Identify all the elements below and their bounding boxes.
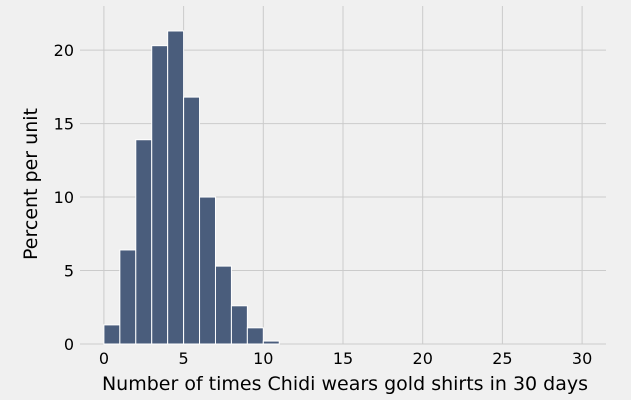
histogram-bar <box>119 249 137 345</box>
histogram-bars <box>103 30 280 345</box>
y-tick-label: 10 <box>54 188 74 207</box>
histogram-bar <box>135 139 153 345</box>
x-tick-label: 30 <box>572 349 592 368</box>
x-tick-label: 10 <box>253 349 273 368</box>
y-tick-label: 20 <box>54 41 74 60</box>
histogram-bar <box>230 305 248 345</box>
y-tick-label: 15 <box>54 115 74 134</box>
x-axis-label: Number of times Chidi wears gold shirts … <box>102 373 588 395</box>
y-tick-label: 5 <box>64 262 74 281</box>
x-tick-label: 15 <box>333 349 353 368</box>
x-tick-labels: 0 5 10 15 20 25 30 <box>99 349 592 368</box>
histogram-bar <box>103 324 121 345</box>
histogram-bar <box>183 96 201 345</box>
histogram-bar <box>246 327 264 345</box>
histogram-bar <box>151 45 169 345</box>
y-axis-label: Percent per unit <box>20 108 42 260</box>
x-tick-label: 0 <box>99 349 109 368</box>
x-tick-label: 20 <box>413 349 433 368</box>
histogram-bar <box>262 340 280 345</box>
histogram-bar <box>167 30 185 345</box>
x-tick-label: 25 <box>492 349 512 368</box>
y-tick-labels: 0 5 10 15 20 <box>54 41 74 354</box>
histogram-bar <box>214 265 232 345</box>
histogram-bar <box>199 196 216 345</box>
x-tick-label: 5 <box>179 349 189 368</box>
y-tick-label: 0 <box>64 335 74 354</box>
